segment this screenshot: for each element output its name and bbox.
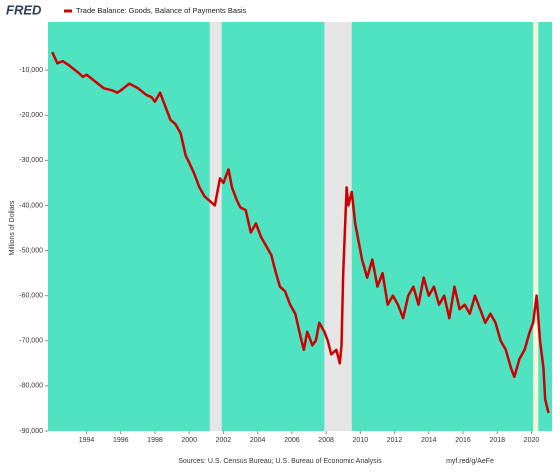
y-tick-label: -30,000	[19, 157, 43, 164]
recession-band	[209, 22, 222, 431]
plot-background	[48, 22, 552, 431]
x-tick-label: 2016	[455, 437, 471, 444]
x-tick-label: 2000	[181, 437, 197, 444]
y-tick-label: -50,000	[19, 247, 43, 254]
logo: FRED	[6, 2, 42, 17]
legend-label: Trade Balance: Goods, Balance of Payment…	[76, 6, 246, 15]
y-tick-label: -60,000	[19, 293, 43, 300]
link: myf.red/g/AeFe	[446, 458, 494, 465]
x-tick-label: 2006	[284, 437, 300, 444]
data-line	[51, 51, 550, 414]
x-tick-label: 2020	[524, 437, 540, 444]
y-axis-label: Millions of Dollars	[9, 200, 16, 255]
y-tick-label: -10,000	[19, 67, 43, 74]
x-tick-label: 2014	[421, 437, 437, 444]
y-tick-label: -70,000	[19, 338, 43, 345]
x-tick-label: 2008	[318, 437, 334, 444]
x-tick-label: 1998	[147, 437, 163, 444]
x-tick-label: 2002	[216, 437, 232, 444]
x-tick-label: 2012	[387, 437, 403, 444]
recession-band	[533, 22, 539, 431]
y-tick-label: -40,000	[19, 202, 43, 209]
x-tick-label: 1996	[113, 437, 129, 444]
y-tick-label: -80,000	[19, 383, 43, 390]
x-tick-label: 2010	[353, 437, 369, 444]
y-tick-label: -20,000	[19, 112, 43, 119]
x-tick-label: 2004	[250, 437, 266, 444]
x-tick-label: 2018	[489, 437, 505, 444]
recession-band	[324, 22, 352, 431]
x-tick-label: 1994	[79, 437, 95, 444]
y-tick-label: -90,000	[19, 428, 43, 435]
source: Sources: U.S. Census Bureau; U.S. Bureau…	[178, 458, 382, 465]
